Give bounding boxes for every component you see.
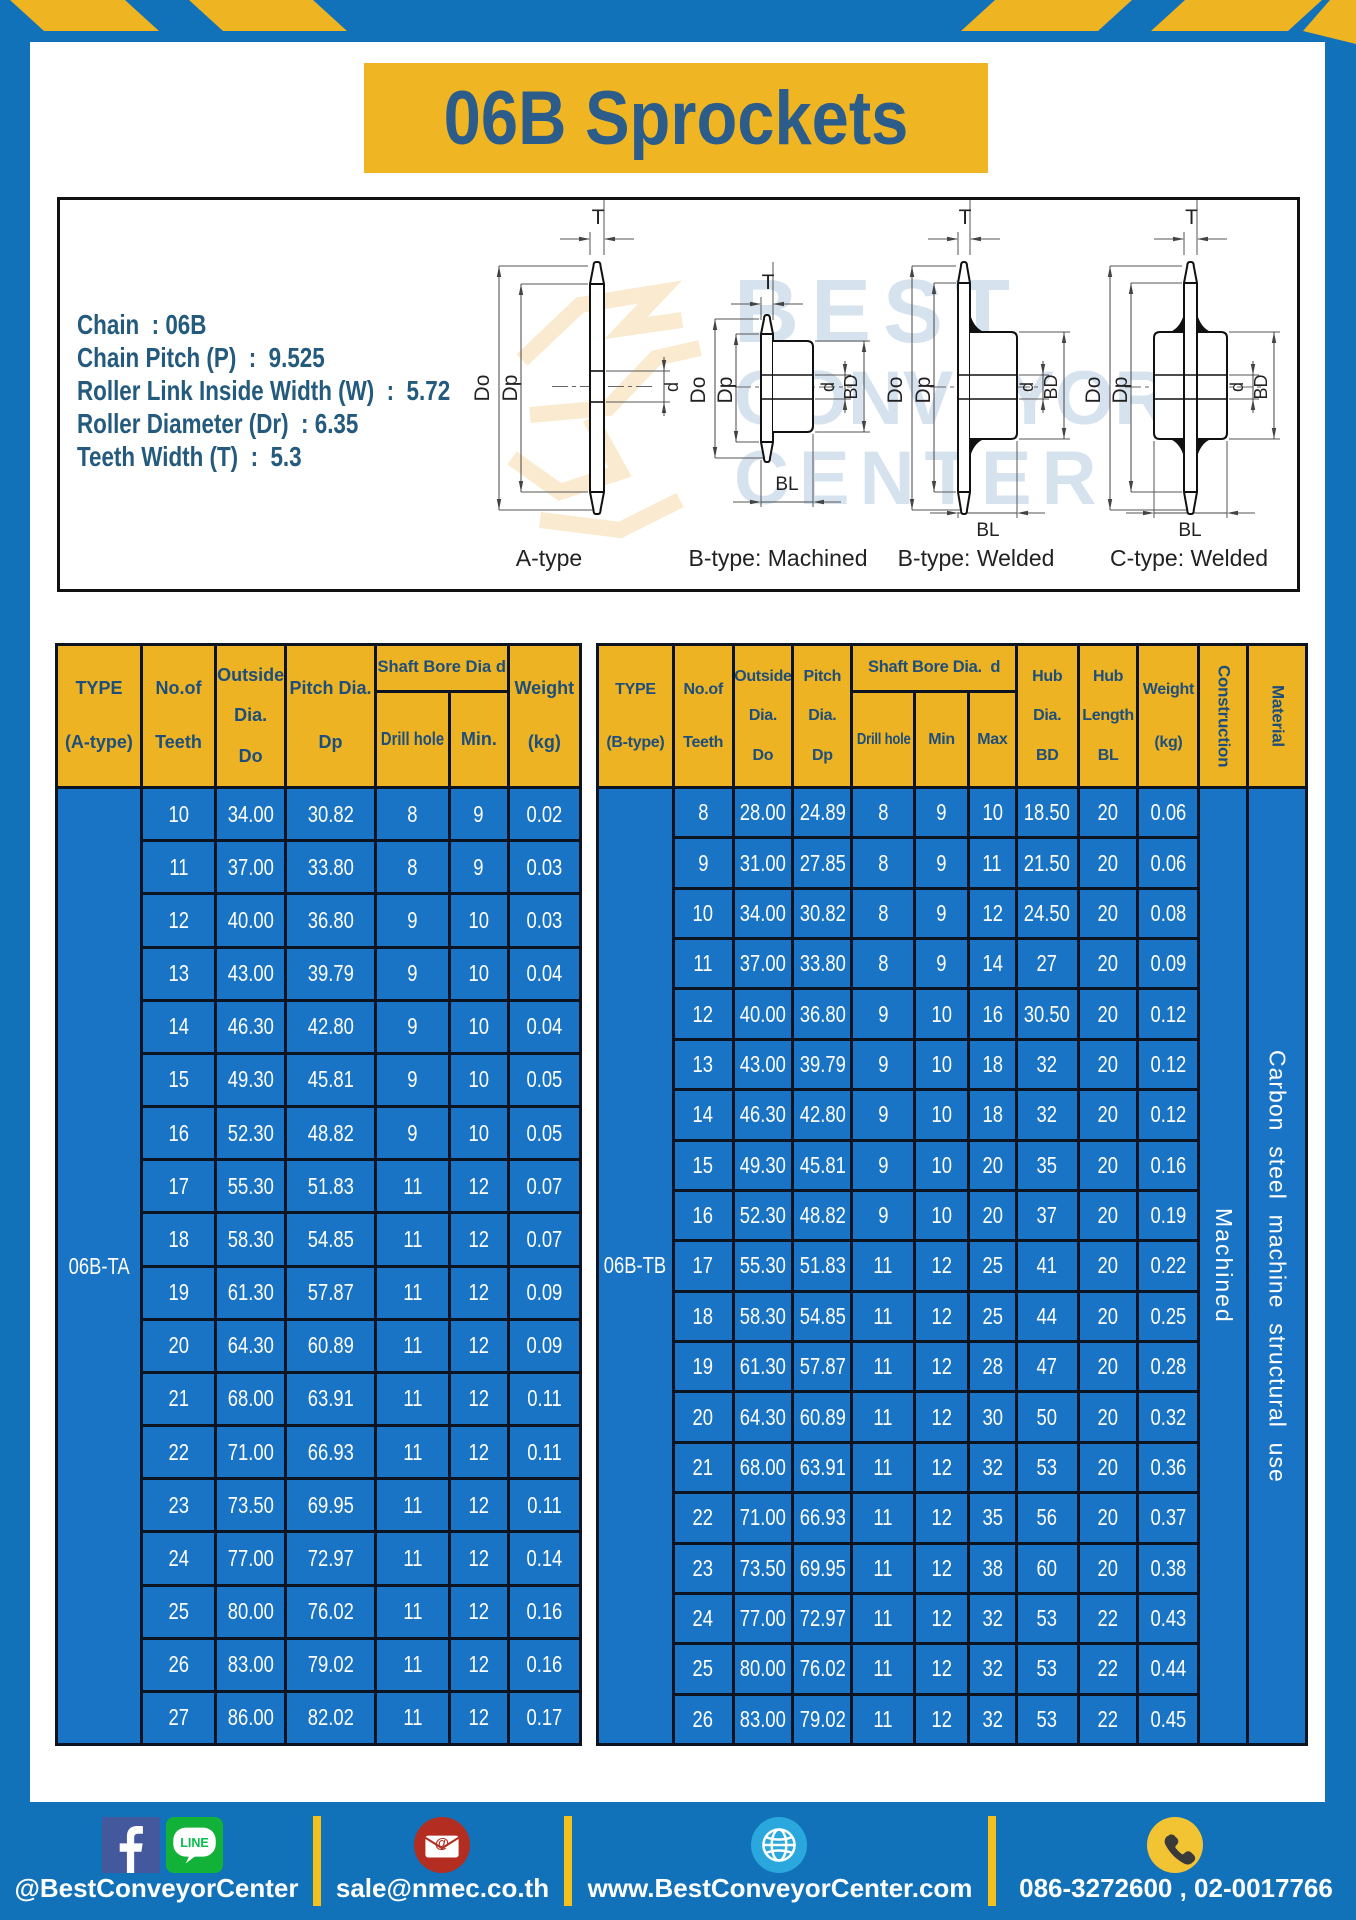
svg-text:d: d: [1017, 382, 1037, 392]
svg-text:BL: BL: [1178, 520, 1201, 541]
svg-text:T: T: [592, 206, 605, 229]
svg-text:CENTER: CENTER: [734, 436, 1106, 521]
svg-text:BD: BD: [1251, 374, 1271, 399]
svg-text:Dp: Dp: [499, 375, 522, 402]
svg-text:Dp: Dp: [1109, 377, 1132, 404]
svg-text:BL: BL: [976, 520, 999, 541]
svg-text:Do: Do: [471, 375, 494, 402]
svg-text:d: d: [662, 382, 682, 392]
svg-text:BL: BL: [775, 474, 798, 495]
svg-text:Do: Do: [1082, 377, 1105, 404]
svg-text:BD: BD: [1041, 374, 1061, 399]
svg-text:@: @: [435, 1836, 449, 1852]
svg-text:Do: Do: [884, 377, 907, 404]
svg-text:d: d: [1227, 382, 1247, 392]
svg-text:BD: BD: [841, 374, 861, 399]
svg-text:Dp: Dp: [714, 377, 737, 404]
svg-text:Do: Do: [687, 377, 710, 404]
svg-text:LINE: LINE: [180, 1836, 209, 1850]
svg-text:d: d: [818, 382, 838, 392]
svg-text:T: T: [1185, 206, 1198, 229]
svg-text:T: T: [959, 206, 972, 229]
svg-text:Dp: Dp: [912, 377, 935, 404]
svg-text:T: T: [762, 271, 775, 294]
